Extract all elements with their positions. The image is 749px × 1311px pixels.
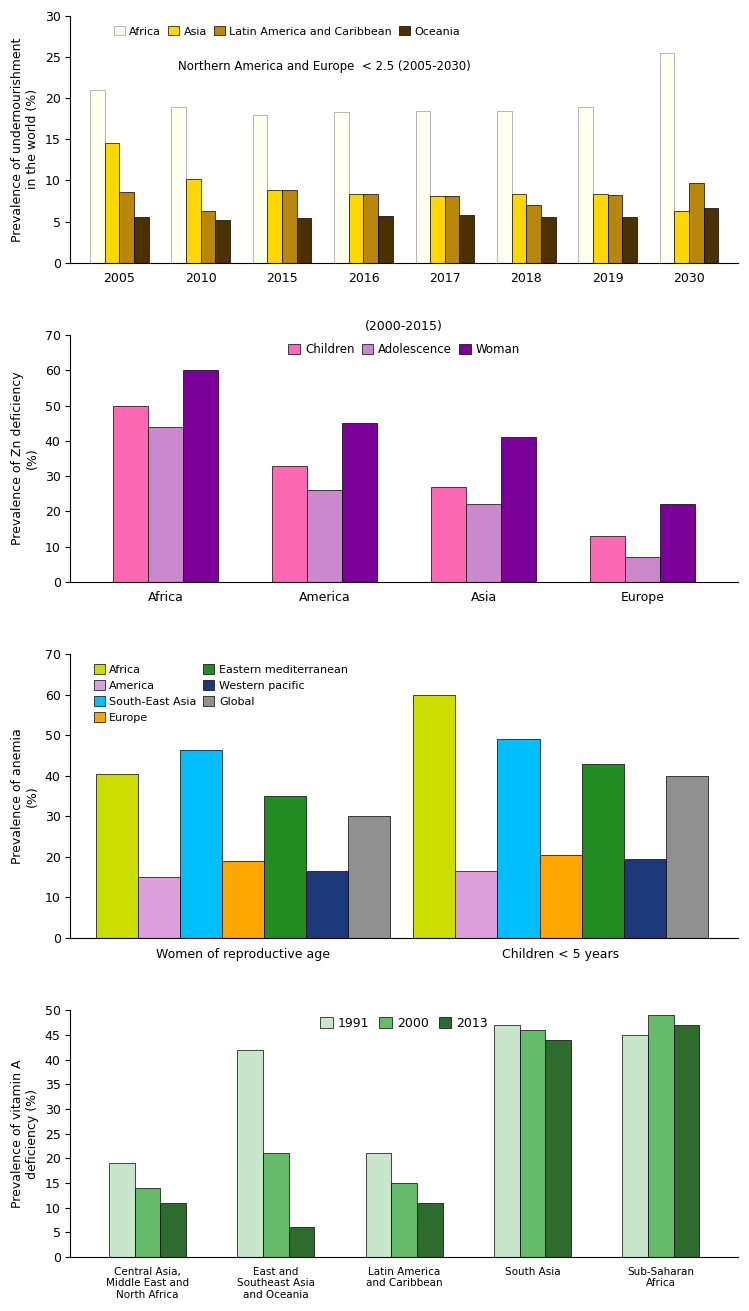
Y-axis label: Prevalence of undernourishment
in the world (%): Prevalence of undernourishment in the wo… (11, 37, 39, 241)
Bar (590, 536, 625, 582)
Y-axis label: Prevalence of vitamin A
deficiency (%): Prevalence of vitamin A deficiency (%) (11, 1059, 39, 1207)
Bar (186, 178, 201, 262)
Bar (342, 423, 377, 582)
Bar (445, 197, 459, 262)
Bar (455, 871, 497, 937)
Bar (466, 505, 501, 582)
Bar (494, 1025, 520, 1257)
Y-axis label: Prevalence of Zn deficiency
(%): Prevalence of Zn deficiency (%) (11, 372, 39, 545)
Bar (545, 1040, 571, 1257)
Bar (416, 111, 430, 262)
Legend: Children, Adolescence, Woman: Children, Adolescence, Woman (284, 338, 524, 361)
Bar (306, 871, 348, 937)
Bar (622, 1036, 648, 1257)
Bar (673, 1025, 700, 1257)
Text: Northern America and Europe  < 2.5 (2005-2030): Northern America and Europe < 2.5 (2005-… (178, 60, 470, 73)
Bar (497, 739, 539, 937)
Text: (2000-2015): (2000-2015) (366, 320, 443, 333)
Bar (148, 427, 184, 582)
Legend: Africa, Asia, Latin America and Caribbean, Oceania: Africa, Asia, Latin America and Caribbea… (109, 22, 464, 41)
Bar (90, 90, 105, 262)
Bar (160, 1202, 186, 1257)
Bar (704, 207, 718, 262)
Bar (252, 115, 267, 262)
Bar (334, 113, 349, 262)
Y-axis label: Prevalence of anemia
(%): Prevalence of anemia (%) (11, 728, 39, 864)
Bar (307, 490, 342, 582)
Bar (282, 190, 297, 262)
Bar (391, 1183, 417, 1257)
Bar (660, 505, 695, 582)
Bar (378, 216, 392, 262)
Bar (109, 1163, 135, 1257)
Bar (366, 1154, 391, 1257)
Bar (666, 776, 708, 937)
Bar (201, 211, 215, 262)
Bar (512, 194, 527, 262)
Bar (413, 695, 455, 937)
Bar (430, 197, 445, 262)
Bar (288, 1227, 315, 1257)
Bar (96, 773, 138, 937)
Bar (215, 220, 230, 262)
Legend: Africa, America, South-East Asia, Europe, Eastern mediterranean, Western pacific: Africa, America, South-East Asia, Europe… (89, 659, 352, 728)
Bar (272, 465, 307, 582)
Bar (689, 184, 704, 262)
Bar (237, 1050, 263, 1257)
Bar (134, 218, 148, 262)
Bar (623, 859, 666, 937)
Bar (267, 190, 282, 262)
Bar (660, 52, 674, 262)
Bar (607, 195, 622, 262)
Bar (520, 1030, 545, 1257)
Bar (180, 750, 222, 937)
Bar (581, 764, 623, 937)
Bar (417, 1202, 443, 1257)
Bar (541, 216, 556, 262)
Bar (593, 194, 607, 262)
Bar (349, 194, 363, 262)
Bar (184, 371, 218, 582)
Bar (539, 855, 581, 937)
Bar (297, 218, 312, 262)
Bar (264, 796, 306, 937)
Bar (135, 1188, 160, 1257)
Bar (625, 557, 660, 582)
Bar (648, 1015, 673, 1257)
Bar (497, 111, 512, 262)
Bar (459, 215, 474, 262)
Bar (138, 877, 180, 937)
Bar (172, 106, 186, 262)
Legend: 1991, 2000, 2013: 1991, 2000, 2013 (315, 1012, 493, 1034)
Bar (263, 1154, 288, 1257)
Bar (119, 191, 134, 262)
Bar (622, 216, 637, 262)
Bar (348, 817, 390, 937)
Bar (578, 106, 593, 262)
Bar (527, 205, 541, 262)
Bar (113, 405, 148, 582)
Bar (431, 486, 466, 582)
Bar (363, 194, 378, 262)
Bar (674, 211, 689, 262)
Bar (222, 861, 264, 937)
Bar (501, 438, 536, 582)
Bar (105, 143, 119, 262)
